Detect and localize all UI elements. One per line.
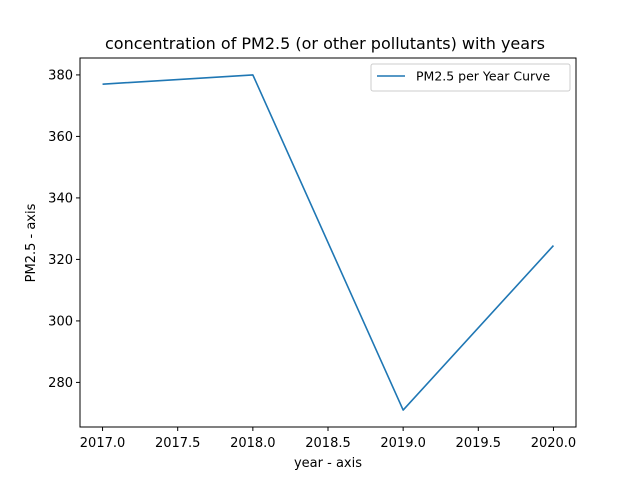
chart-title: concentration of PM2.5 (or other polluta… (105, 34, 545, 53)
x-tick-label: 2020.0 (531, 436, 577, 451)
series-lines (102, 74, 555, 411)
y-tick-label: 320 (48, 253, 73, 268)
legend-label: PM2.5 per Year Curve (416, 69, 551, 84)
x-tick-label: 2018.0 (230, 436, 276, 451)
x-tick-label: 2017.5 (155, 436, 201, 451)
x-tick-label: 2019.5 (456, 436, 502, 451)
series-line (102, 74, 555, 411)
y-axis-ticks: 280 300 320 340 360 380 (48, 68, 80, 391)
x-tick-label: 2017.0 (80, 436, 126, 451)
plot-area: 2017.0 2017.5 2018.0 2018.5 2019.0 2019.5 2020… (48, 57, 577, 451)
x-axis-ticks: 2017.0 2017.5 2018.0 2018.5 2019.0 2019.5 2020… (80, 427, 576, 451)
y-tick-label: 300 (48, 314, 73, 329)
x-tick-label: 2019.0 (380, 436, 426, 451)
y-axis-label: PM2.5 - axis (24, 203, 39, 282)
y-tick-label: 280 (48, 376, 73, 391)
legend-box (370, 63, 571, 92)
x-axis-label: year - axis (294, 456, 362, 471)
x-tick-label: 2018.5 (305, 436, 351, 451)
y-tick-label: 360 (48, 130, 73, 145)
y-tick-label: 340 (48, 191, 73, 206)
y-tick-label: 380 (48, 68, 73, 83)
legend: PM2.5 per Year Curve (370, 63, 571, 92)
